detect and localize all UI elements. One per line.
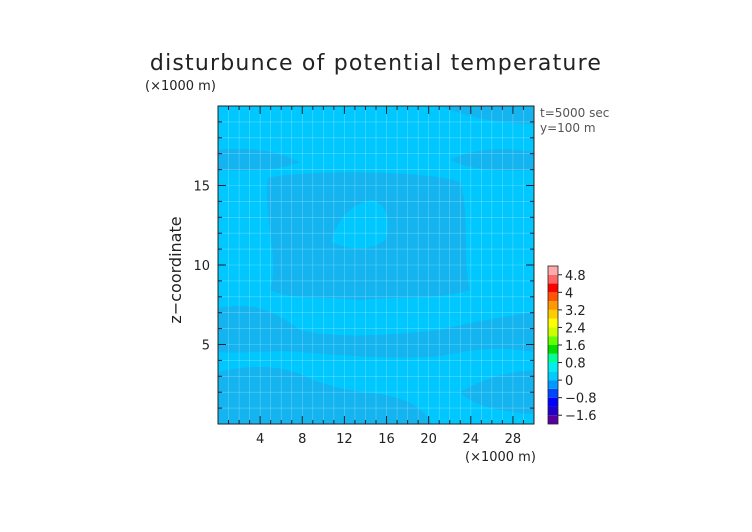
x-tick-label: 8 [298, 432, 306, 447]
region-band-2 [450, 149, 534, 171]
colorbar-segment [548, 283, 558, 293]
x-tick-label: 28 [505, 432, 522, 447]
y-tick-label: 5 [202, 339, 210, 354]
x-tick-label: 12 [336, 432, 353, 447]
region-band-1 [218, 148, 300, 171]
colorbar-segment [548, 388, 558, 398]
colorbar-tick-label: 4 [565, 286, 573, 301]
x-unit-label: (×1000 m) [465, 450, 536, 465]
x-axis: 4 8 12 16 20 24 28 [228, 106, 524, 447]
annotation-time: t=5000 sec [540, 106, 609, 120]
colorbar-tick-label: −1.6 [565, 409, 597, 424]
colorbar-segment [548, 380, 558, 389]
colorbar-segment [548, 406, 558, 416]
colorbar-tick-label: 3.2 [565, 304, 586, 319]
region-lower-band [218, 305, 534, 358]
grid [218, 106, 534, 424]
colorbar-segment [548, 345, 558, 354]
region-upper-right [440, 106, 534, 124]
x-tick-label: 4 [256, 432, 264, 447]
colorbar: −1.6 −0.8 0 0.8 1.6 2.4 3.2 4 4.8 [547, 265, 597, 425]
colorbar-segment [548, 327, 558, 337]
annotation-y: y=100 m [540, 121, 596, 135]
colorbar-segment [548, 318, 558, 328]
colorbar-segment [548, 397, 558, 407]
chart-title: disturbunce of potential temperature [150, 51, 602, 76]
plot-area: 4 8 12 16 20 24 28 5 10 15 [193, 105, 535, 447]
colorbar-segment [548, 362, 558, 372]
y-axis: 5 10 15 [193, 121, 534, 409]
region-bottom [218, 366, 432, 424]
colorbar-segment [548, 336, 558, 345]
y-axis-label: z−coordinate [166, 216, 185, 323]
colorbar-segment [548, 292, 558, 302]
colorbar-segment [548, 301, 558, 310]
x-tick-label: 24 [463, 432, 480, 447]
y-tick-label: 15 [193, 180, 210, 195]
colorbar-segment [548, 415, 558, 424]
hole-central [332, 200, 389, 249]
colorbar-segment [548, 353, 558, 363]
colorbar-segment [548, 371, 558, 381]
y-tick-label: 10 [193, 259, 210, 274]
region-bottom-right [460, 370, 534, 414]
x-tick-label: 20 [420, 432, 437, 447]
colorbar-tick-label: 0 [565, 374, 573, 389]
colorbar-tick-label: 2.4 [565, 321, 586, 336]
colorbar-tick-label: 4.8 [565, 269, 586, 284]
colorbar-segment [548, 274, 558, 284]
x-tick-label: 16 [378, 432, 395, 447]
colorbar-tick-label: 0.8 [565, 357, 586, 372]
colorbar-segment [548, 266, 558, 275]
y-unit-label: (×1000 m) [145, 79, 216, 94]
colorbar-tick-label: −0.8 [565, 392, 597, 407]
colorbar-tick-label: 1.6 [565, 339, 586, 354]
colorbar-segment [548, 309, 558, 319]
